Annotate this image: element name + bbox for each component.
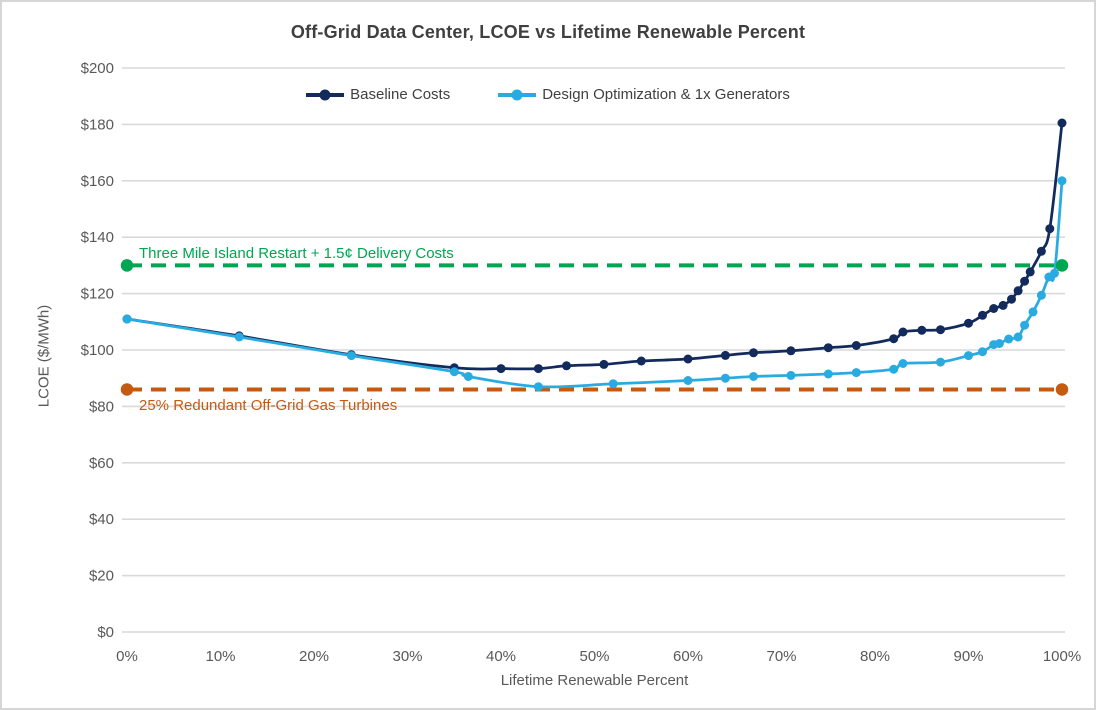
data-point-marker (898, 327, 908, 337)
data-point-marker (1020, 320, 1030, 330)
data-point-marker (1045, 224, 1055, 234)
y-tick-label: $20 (89, 568, 114, 585)
data-point-marker (1013, 332, 1023, 342)
x-tick-label: 0% (116, 648, 138, 665)
data-point-marker (989, 304, 999, 313)
reference-line-endpoint-1 (120, 383, 134, 396)
legend-item-baseline-costs: Baseline Costs (306, 86, 450, 103)
y-tick-label: $200 (81, 60, 114, 77)
x-tick-label: 10% (205, 648, 235, 665)
data-point-marker (851, 368, 861, 378)
data-point-marker (786, 346, 796, 356)
x-tick-label: 20% (299, 648, 329, 665)
data-point-marker (1025, 267, 1035, 277)
y-tick-label: $40 (89, 511, 114, 528)
reference-label-three-mile-island: Three Mile Island Restart + 1.5¢ Deliver… (139, 245, 454, 262)
y-tick-label: $0 (97, 624, 114, 641)
x-tick-label: 70% (766, 648, 796, 665)
chart-title: Off-Grid Data Center, LCOE vs Lifetime R… (290, 22, 806, 42)
data-point-marker (823, 343, 833, 353)
data-point-marker (720, 373, 730, 383)
data-point-marker (978, 347, 987, 357)
x-tick-label: 80% (860, 648, 890, 665)
x-tick-label: 100% (1043, 648, 1081, 665)
data-point-marker (562, 361, 571, 371)
series-line-1 (125, 179, 1064, 389)
data-point-marker (936, 325, 945, 335)
data-point-marker (463, 372, 473, 381)
data-point-marker (936, 357, 945, 367)
data-point-marker (608, 379, 618, 389)
y-tick-label: $60 (89, 455, 114, 472)
reference-label-gas-turbines: 25% Redundant Off-Grid Gas Turbines (139, 397, 398, 414)
x-tick-label: 90% (953, 648, 983, 665)
data-point-marker (533, 364, 543, 374)
design-optimization-legend-marker-icon (498, 88, 537, 101)
legend-item-design-optimization: Design Optimization & 1x Generators (498, 86, 790, 103)
data-point-marker (346, 351, 356, 361)
data-point-marker (889, 364, 899, 374)
data-point-marker (1050, 268, 1059, 278)
data-point-marker (964, 318, 973, 328)
x-tick-label: 40% (486, 648, 516, 665)
data-point-marker (898, 359, 908, 368)
data-point-marker (1020, 276, 1030, 286)
data-point-marker (978, 310, 987, 320)
x-tick-label: 30% (392, 648, 422, 665)
data-point-marker (823, 369, 833, 379)
x-tick-label: 60% (673, 648, 703, 665)
data-point-marker (636, 356, 646, 366)
y-tick-label: $140 (81, 229, 114, 246)
data-point-marker (917, 325, 927, 335)
y-tick-label: $100 (81, 342, 114, 359)
data-point-marker (1057, 118, 1067, 128)
data-point-marker (533, 382, 543, 392)
data-point-marker (851, 341, 861, 350)
x-tick-label: 50% (579, 648, 609, 665)
data-point-marker (720, 350, 730, 360)
reference-line-endpoint-0 (1055, 259, 1069, 272)
data-point-marker (994, 339, 1004, 348)
y-tick-label: $120 (81, 286, 114, 303)
data-point-marker (1036, 246, 1046, 256)
chart-legend: Baseline Costs Design Optimization & 1x … (2, 86, 1094, 103)
data-point-marker (786, 370, 796, 380)
data-point-marker (1004, 334, 1014, 344)
data-point-marker (122, 314, 132, 324)
data-point-marker (496, 364, 506, 374)
data-point-marker (749, 348, 758, 358)
data-point-marker (998, 300, 1008, 310)
reference-line-endpoint-1 (1055, 383, 1069, 396)
y-tick-label: $80 (89, 398, 114, 415)
baseline-costs-legend-marker-icon (306, 88, 345, 101)
data-point-marker (599, 359, 609, 369)
data-point-marker (1057, 176, 1067, 186)
data-point-marker (1028, 307, 1038, 317)
data-point-marker (1013, 286, 1023, 296)
y-tick-label: $160 (81, 173, 114, 190)
data-point-marker (964, 351, 973, 361)
data-point-marker (449, 367, 459, 377)
legend-label-design-optimization: Design Optimization & 1x Generators (542, 86, 790, 103)
reference-line-endpoint-0 (120, 259, 134, 272)
legend-label-baseline-costs: Baseline Costs (350, 86, 451, 103)
data-point-marker (1036, 290, 1046, 300)
data-point-marker (234, 332, 244, 342)
data-point-marker (1007, 294, 1016, 304)
y-tick-label: $180 (81, 116, 114, 133)
y-axis-title: LCOE ($/MWh) (35, 304, 53, 408)
data-point-marker (889, 334, 899, 344)
data-point-marker (683, 354, 693, 364)
data-point-marker (749, 372, 758, 381)
data-point-marker (683, 376, 693, 385)
x-axis-title: Lifetime Renewable Percent (500, 672, 689, 689)
